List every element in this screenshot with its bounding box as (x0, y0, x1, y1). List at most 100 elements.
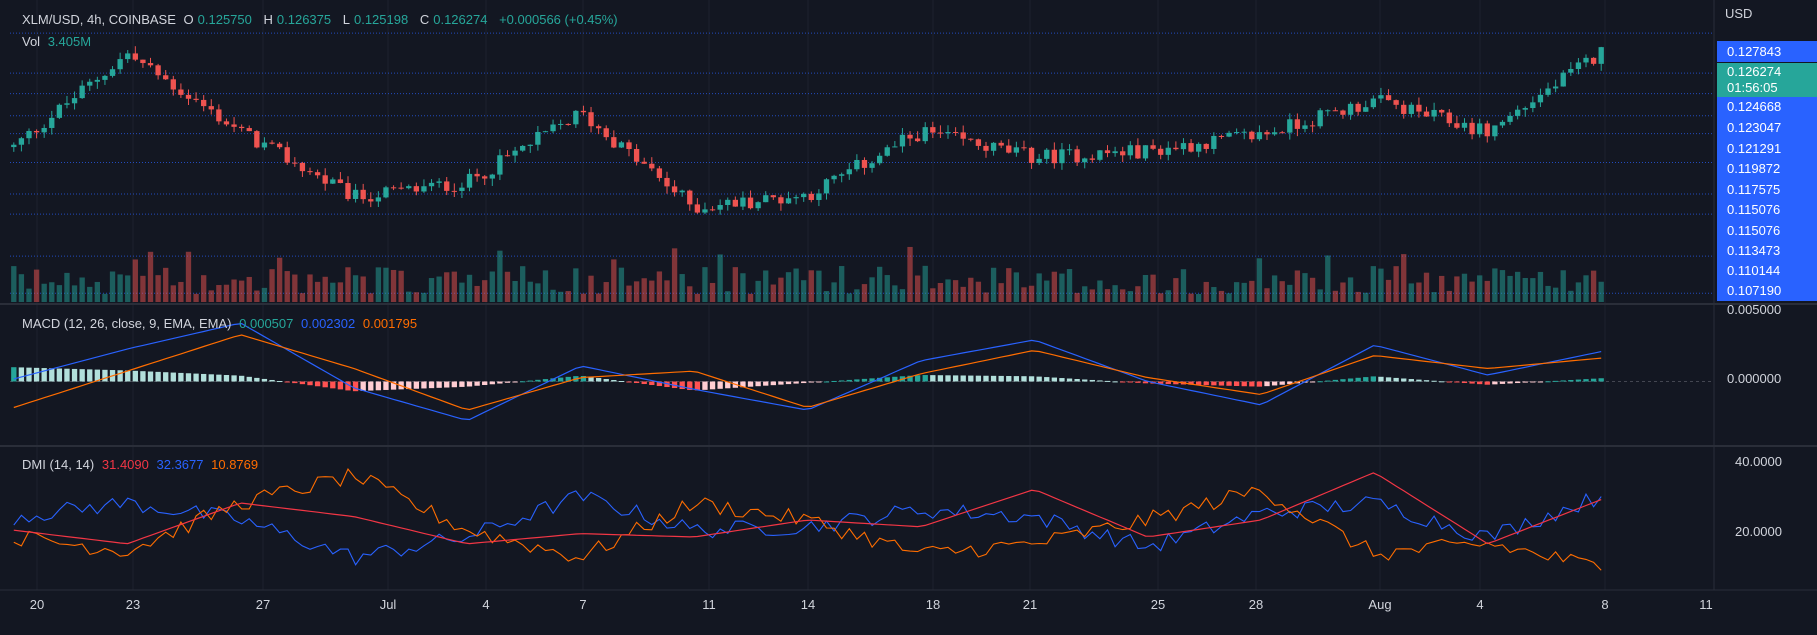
macd-histogram-bar (155, 371, 161, 382)
candle-body (1059, 149, 1065, 164)
macd-histogram-bar (1530, 381, 1536, 383)
candle-body (292, 162, 298, 164)
macd-histogram-bar (254, 377, 260, 382)
volume-bar (1461, 273, 1468, 302)
volume-bar (421, 292, 427, 302)
minus-di-value: 10.8769 (211, 457, 259, 472)
macd-histogram-bar (1097, 380, 1103, 382)
dmi-lines (13, 467, 1602, 571)
volume-bar (18, 274, 25, 302)
volume-bar (565, 291, 571, 302)
volume-bar (770, 284, 776, 302)
volume-bar (1340, 282, 1346, 302)
candle-body (983, 145, 989, 151)
volume-bar (1401, 254, 1407, 302)
candle-body (1287, 119, 1293, 133)
macd-histogram-bar (1082, 379, 1088, 382)
macd-histogram-bar (352, 381, 359, 392)
open-label: O (183, 12, 194, 27)
candle-body (1203, 143, 1209, 149)
candle-body (1590, 57, 1597, 64)
candle-body (436, 181, 442, 183)
candle-body (482, 176, 488, 179)
macd-histogram-bar (33, 367, 40, 382)
macd-histogram-bar (1066, 378, 1073, 382)
candle-body (1378, 95, 1384, 99)
volume-bar (193, 293, 199, 302)
candle-body (618, 142, 625, 148)
volume-bar (11, 266, 17, 302)
candle-body (33, 130, 40, 133)
candle-body (140, 59, 146, 64)
candle-body (1302, 125, 1308, 129)
volume-bar (542, 270, 549, 302)
candle-body (1241, 131, 1247, 133)
volume-bar (1097, 280, 1103, 302)
volume-bar (1446, 290, 1452, 302)
volume-bar (595, 293, 602, 302)
macd-histogram-bar (839, 380, 845, 382)
candle-body (907, 134, 913, 139)
macd-histogram-bar (1401, 378, 1407, 382)
macd-histogram-bar (876, 377, 883, 382)
volume-bar (520, 266, 526, 302)
volume-bar (1120, 289, 1126, 302)
macd-histogram-bar (1074, 379, 1080, 382)
candle-body (763, 195, 769, 203)
time-axis-label: Aug (1368, 597, 1392, 612)
volume-bar (1013, 272, 1020, 302)
candle-body (398, 187, 404, 189)
macd-histogram-bar (1477, 381, 1483, 385)
candle-body (1598, 47, 1604, 64)
volume-bar (1332, 290, 1339, 302)
volume-bar (1530, 278, 1536, 302)
volume-bar (641, 278, 647, 302)
candle-body (755, 202, 761, 209)
macd-histogram-bar (1507, 381, 1513, 384)
macd-histogram-bar (390, 381, 397, 390)
volume-bar (322, 276, 328, 302)
volume-bar (740, 273, 746, 302)
candle-body (1325, 110, 1331, 112)
price-level-label: 0.121291 (1717, 138, 1817, 159)
volume-bar (793, 268, 799, 302)
volume-bar (930, 288, 936, 302)
volume-bar (1112, 285, 1118, 302)
volume-bar (1454, 276, 1460, 302)
candle-body (641, 161, 647, 164)
candle-body (785, 198, 792, 204)
candle-body (1180, 143, 1187, 150)
macd-histogram-bar (922, 375, 928, 382)
candle-body (770, 195, 776, 198)
candle-body (520, 145, 526, 151)
candle-body (360, 189, 366, 200)
volume-bar (1021, 287, 1027, 302)
volume-bar (1302, 273, 1308, 302)
close-label: C (419, 12, 430, 27)
candle-body (1165, 147, 1171, 155)
candle-body (345, 183, 351, 199)
time-axis-label: 21 (1022, 597, 1038, 612)
macd-histogram-bar (1598, 378, 1604, 382)
macd-histogram-bar (1036, 376, 1042, 382)
macd-histogram-bar (914, 375, 921, 382)
volume-bar (557, 291, 564, 302)
symbol-legend: XLM/USD, 4h, COINBASE O 0.125750 H 0.12637… (22, 12, 622, 27)
high-value: 0.126375 (276, 12, 332, 27)
macd-histogram (11, 367, 1604, 392)
candle-body (1514, 109, 1521, 116)
macd-histogram-bar (322, 381, 328, 388)
volume-bar (588, 275, 594, 302)
volume-bar (808, 270, 814, 302)
volume-bar (671, 248, 678, 302)
volume-bar (527, 281, 533, 302)
time-axis-label: Jul (379, 597, 397, 612)
macd-signal-value: 0.001795 (362, 316, 418, 331)
volume-bar (489, 271, 495, 302)
volume-bar (390, 269, 397, 302)
macd-histogram-bar (1408, 379, 1414, 382)
macd-histogram-bar (717, 381, 723, 389)
price-level-label: 0.124668 (1717, 96, 1817, 117)
macd-histogram-bar (755, 381, 761, 387)
